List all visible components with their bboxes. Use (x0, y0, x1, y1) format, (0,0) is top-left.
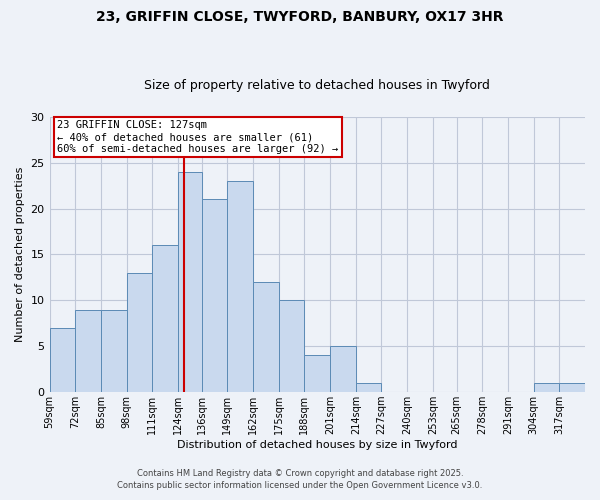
Bar (304, 356, 330, 392)
Text: 23, GRIFFIN CLOSE, TWYFORD, BANBURY, OX17 3HR: 23, GRIFFIN CLOSE, TWYFORD, BANBURY, OX1… (96, 10, 504, 24)
Text: 23 GRIFFIN CLOSE: 127sqm
← 40% of detached houses are smaller (61)
60% of semi-d: 23 GRIFFIN CLOSE: 127sqm ← 40% of detach… (58, 120, 338, 154)
Bar (330, 346, 356, 392)
Bar (127, 273, 152, 392)
X-axis label: Distribution of detached houses by size in Twyford: Distribution of detached houses by size … (177, 440, 458, 450)
Bar (227, 181, 253, 392)
Bar (533, 383, 559, 392)
Bar (101, 310, 127, 392)
Bar (356, 383, 382, 392)
Bar (50, 328, 75, 392)
Y-axis label: Number of detached properties: Number of detached properties (15, 167, 25, 342)
Text: Contains HM Land Registry data © Crown copyright and database right 2025.
Contai: Contains HM Land Registry data © Crown c… (118, 468, 482, 490)
Bar (202, 200, 227, 392)
Bar (253, 282, 279, 392)
Bar (75, 310, 101, 392)
Bar (178, 172, 202, 392)
Title: Size of property relative to detached houses in Twyford: Size of property relative to detached ho… (145, 79, 490, 92)
Bar (559, 383, 585, 392)
Bar (279, 300, 304, 392)
Bar (152, 246, 178, 392)
